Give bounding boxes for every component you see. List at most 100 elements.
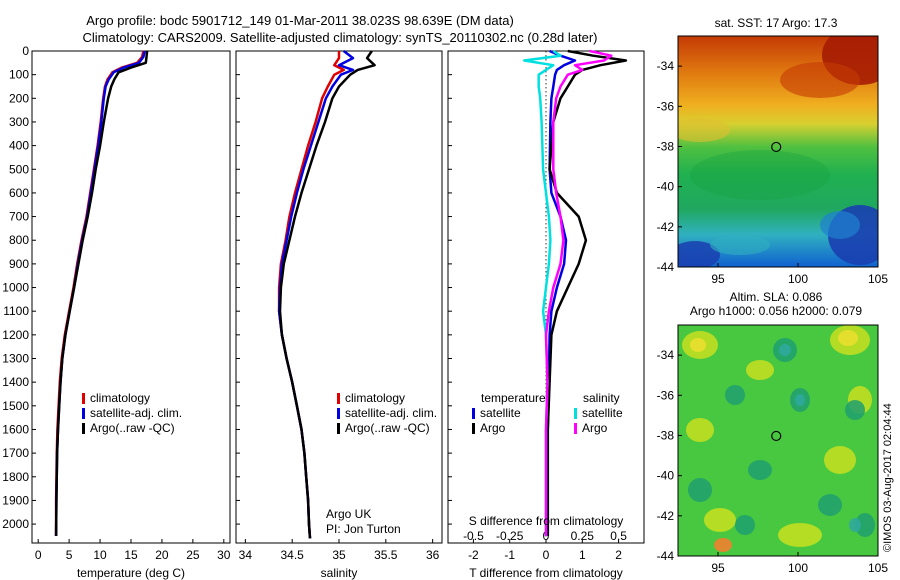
s-tick-label: 0.5 <box>610 529 627 543</box>
s-tick-label: -0.5 <box>463 529 484 543</box>
map-x-tick-label: 105 <box>868 561 888 575</box>
x-tick-label: 34 <box>239 548 253 562</box>
legend-label: Argo(..raw -QC) <box>90 421 175 435</box>
legend-swatch <box>574 408 577 419</box>
x-tick-label: 25 <box>186 548 200 562</box>
x-tick-label: 10 <box>93 548 107 562</box>
x-tick-label: 0 <box>35 548 42 562</box>
y-tick-label: 1600 <box>2 422 29 436</box>
y-tick-label: 0 <box>22 44 29 58</box>
sst-field <box>678 36 878 267</box>
legend-label: Argo <box>582 421 608 435</box>
difference-legend: temperature salinitysatelliteArgosatellit… <box>472 391 623 435</box>
sla-map-panel: Altim. SLA: 0.086 Argo h1000: 0.056 h200… <box>657 290 889 575</box>
map-y-tick-label: -40 <box>657 469 675 483</box>
y-tick-label: 300 <box>9 115 29 129</box>
x-tick-label: 15 <box>124 548 138 562</box>
s-tick-label: -0.25 <box>496 529 524 543</box>
y-tick-label: 1400 <box>2 375 29 389</box>
y-tick-label: 1000 <box>2 281 29 295</box>
x-tick-label: 35 <box>332 548 346 562</box>
sla-map-frame <box>677 324 879 557</box>
x-tick-label: -1 <box>504 548 515 562</box>
legend-swatch <box>472 423 475 434</box>
map-x-tick-label: 105 <box>868 272 888 286</box>
legend-swatch <box>337 393 340 404</box>
y-tick-label: 1100 <box>3 304 29 318</box>
y-tick-label: 700 <box>9 210 29 224</box>
legend-title-temperature: temperature <box>481 391 546 405</box>
s-difference-label: S difference from climatology <box>469 514 624 528</box>
s-tick-label: 0.25 <box>571 529 595 543</box>
y-tick-label: 1800 <box>2 470 29 484</box>
temperature-x-axis: 0 5 10 15 20 25 30 <box>35 539 231 562</box>
difference-panel: -2 -1 0 1 2 -0.5 -0.25 0 0.25 0.5 S difference fr… <box>447 49 645 580</box>
t-difference-label: T difference from climatology <box>469 566 623 580</box>
legend-title-salinity: salinity <box>583 391 620 405</box>
y-tick-label: 100 <box>9 68 29 82</box>
salinity-series <box>277 50 376 539</box>
x-tick-label: 1 <box>579 548 586 562</box>
y-tick-label: 1300 <box>2 352 29 366</box>
map-y-tick-label: -34 <box>657 59 675 73</box>
legend-label: Argo <box>480 421 506 435</box>
map-y-tick-label: -44 <box>657 260 675 274</box>
series-line-2 <box>54 50 149 536</box>
legend-swatch <box>337 408 340 419</box>
series-line-3 <box>544 49 613 536</box>
map-y-tick-label: -42 <box>657 220 675 234</box>
x-tick-label: 34.5 <box>281 548 305 562</box>
y-tick-label: 400 <box>9 139 29 153</box>
map-y-tick-label: -38 <box>657 139 675 153</box>
temperature-series <box>54 50 149 536</box>
y-tick-label: 500 <box>9 162 29 176</box>
y-tick-label: 1200 <box>2 328 29 342</box>
salinity-panel: 34 34.5 35 35.5 36 salinity climatologysatel… <box>235 50 443 580</box>
x-tick-label: 36 <box>426 548 440 562</box>
x-tick-label: -2 <box>468 548 479 562</box>
x-tick-label: 20 <box>155 548 169 562</box>
legend-label: Argo(..raw -QC) <box>345 421 430 435</box>
map-y-tick-label: -36 <box>657 99 675 113</box>
legend-label: satellite-adj. clim. <box>345 406 437 420</box>
s-tick-label: 0 <box>543 529 550 543</box>
legend-swatch <box>82 408 85 419</box>
sst-map-frame <box>677 35 879 268</box>
temperature-x-label: temperature (deg C) <box>77 566 185 580</box>
map-x-tick-label: 100 <box>788 561 808 575</box>
figure-title-line2: Climatology: CARS2009. Satellite-adjuste… <box>83 30 598 45</box>
map-y-tick-label: -42 <box>657 509 675 523</box>
y-tick-label: 800 <box>9 233 29 247</box>
sst-map-panel: sat. SST: 17 Argo: 17.3 95 100 105 -44 -42 -4… <box>657 16 889 286</box>
legend-label: satellite-adj. clim. <box>90 406 182 420</box>
legend-swatch <box>472 408 475 419</box>
series-line-0 <box>277 51 345 539</box>
legend-swatch <box>574 423 577 434</box>
map-y-tick-label: -38 <box>657 428 675 442</box>
map-y-tick-label: -40 <box>657 180 675 194</box>
y-tick-label: 1500 <box>2 399 29 413</box>
argo-location-marker <box>771 430 782 442</box>
map-x-tick-label: 95 <box>711 272 725 286</box>
series-line-1 <box>546 49 628 536</box>
sla-map-title-line1: Altim. SLA: 0.086 <box>730 290 823 304</box>
legend-label: climatology <box>90 391 150 405</box>
map-y-tick-label: -44 <box>657 549 675 563</box>
sla-map-title-line2: Argo h1000: 0.056 h2000: 0.079 <box>690 304 862 318</box>
x-tick-label: 35.5 <box>374 548 398 562</box>
salinity-plot-frame <box>235 50 443 544</box>
sla-map-axes: 95 100 105 -44 -42 -40 -38 -36 -34 <box>657 348 889 575</box>
temperature-plot-frame <box>31 50 231 544</box>
legend-swatch <box>337 423 340 434</box>
y-tick-label: 1700 <box>2 446 29 460</box>
x-tick-label: 5 <box>66 548 73 562</box>
difference-series <box>522 49 628 536</box>
x-tick-label: 0 <box>543 548 550 562</box>
legend-swatch <box>82 423 85 434</box>
argo-location-marker <box>771 141 782 153</box>
credit-pi: PI: Jon Turton <box>326 522 401 536</box>
sla-field <box>678 325 878 556</box>
salinity-x-axis: 34 34.5 35 35.5 36 <box>236 50 440 562</box>
